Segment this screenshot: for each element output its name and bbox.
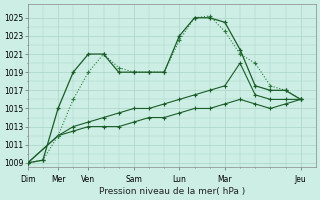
X-axis label: Pression niveau de la mer( hPa ): Pression niveau de la mer( hPa )	[99, 187, 245, 196]
